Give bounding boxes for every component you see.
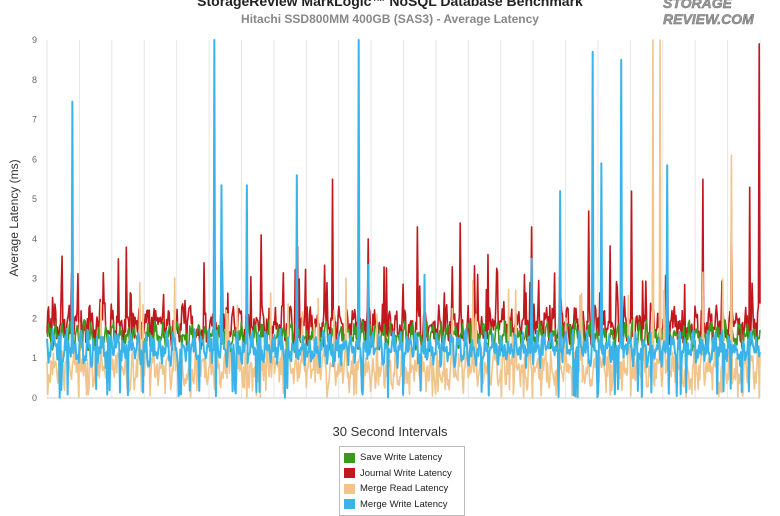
storagereview-logo: STORAGE REVIEW.COM	[661, 0, 777, 28]
legend-item: Merge Read Latency	[344, 481, 460, 497]
legend-label: Journal Write Latency	[360, 467, 452, 479]
y-tick-label: 5	[32, 194, 37, 204]
y-tick-label: 3	[32, 274, 37, 284]
series-line-merge-write-latency	[46, 39, 761, 399]
chart-title: StorageReview MarkLogic™ NoSQL Database …	[197, 0, 583, 9]
y-tick-label: 7	[32, 115, 37, 125]
y-tick-label: 0	[32, 393, 37, 403]
logo-line2: REVIEW.COM	[663, 11, 754, 27]
y-tick-label: 1	[32, 353, 37, 363]
legend-swatch	[344, 468, 355, 479]
y-axis-title: Average Latency (ms)	[7, 159, 21, 276]
chart-subtitle: Hitachi SSD800MM 400GB (SAS3) - Average …	[241, 12, 539, 26]
legend-swatch	[344, 499, 355, 510]
legend-swatch	[344, 452, 355, 463]
series-layer	[46, 39, 761, 399]
y-tick-label: 8	[32, 75, 37, 85]
legend-label: Merge Write Latency	[360, 498, 448, 510]
legend: Save Write Latency Journal Write Latency…	[339, 446, 465, 516]
legend-swatch	[344, 483, 355, 494]
legend-item: Merge Write Latency	[344, 497, 460, 513]
legend-item: Save Write Latency	[344, 450, 460, 466]
x-axis-title: 30 Second Intervals	[332, 424, 448, 439]
legend-label: Merge Read Latency	[360, 483, 449, 495]
y-tick-label: 2	[32, 313, 37, 323]
y-tick-label: 9	[32, 35, 37, 45]
chart-area: 0 1 2 3 4 5 6 7 8 9 Average Latency (ms)	[7, 35, 761, 403]
legend-label: Save Write Latency	[360, 452, 443, 464]
y-axis-ticks: 0 1 2 3 4 5 6 7 8 9	[32, 35, 37, 403]
legend-item: Journal Write Latency	[344, 466, 460, 482]
y-tick-label: 6	[32, 154, 37, 164]
y-tick-label: 4	[32, 234, 37, 244]
logo-line1: STORAGE	[663, 0, 733, 11]
